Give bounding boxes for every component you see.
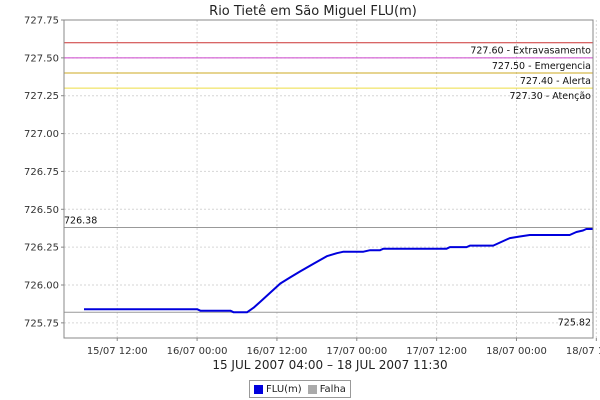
threshold-lines: 727.60 - Extravasamento 727.50 - Emergenc… [64,42,593,102]
legend-label-falha: Falha [319,383,346,395]
reference-label: 725.82 [558,317,591,328]
series-line-flu [84,228,593,314]
legend-item-falha[interactable]: Falha [307,383,346,395]
x-tick-label: 18/07 12:00 [566,346,600,357]
plot-frame [63,19,594,339]
x-tick-label: 17/07 00:00 [326,346,387,357]
legend-swatch-flu [254,384,263,394]
threshold-label: 727.30 - Atenção [510,91,592,102]
y-tick-label: 726.25 [24,243,59,254]
y-tick-label: 725.75 [24,318,59,329]
y-tick-label: 726.75 [24,167,59,178]
legend: FLU(m) Falha [249,380,351,398]
x-tick-label: 15/07 12:00 [87,346,148,357]
reference-label: 726.38 [64,215,97,226]
y-axis: 725.75 726.00 726.25 726.50 726.75 727.00 727.… [24,16,64,329]
threshold-label: 727.60 - Extravasamento [470,46,591,57]
y-tick-label: 727.75 [24,16,59,27]
y-tick-label: 726.50 [24,205,59,216]
x-tick-label: 16/07 12:00 [247,346,308,357]
y-tick-label: 726.00 [24,281,59,292]
x-tick-label: 16/07 00:00 [167,346,228,357]
series [84,228,593,314]
legend-swatch-falha [307,384,317,394]
legend-item-flu[interactable]: FLU(m) [254,384,302,395]
chart-title: Rio Tietê em São Miguel FLU(m) [209,4,417,19]
x-axis: 15/07 12:00 16/07 00:00 16/07 12:00 17/07 0… [87,338,600,357]
x-axis-label: 15 JUL 2007 04:00 – 18 JUL 2007 11:30 [212,358,447,372]
y-tick-label: 727.50 [24,53,59,64]
threshold-label: 727.50 - Emergencia [492,61,591,72]
threshold-label: 727.40 - Alerta [520,76,591,87]
legend-label-flu: FLU(m) [266,383,302,395]
x-tick-label: 17/07 12:00 [406,346,467,357]
reference-lines: 726.38 725.82 [64,215,593,328]
y-tick-label: 727.25 [24,91,59,102]
y-tick-label: 727.00 [24,129,59,140]
x-tick-label: 18/07 00:00 [486,346,547,357]
